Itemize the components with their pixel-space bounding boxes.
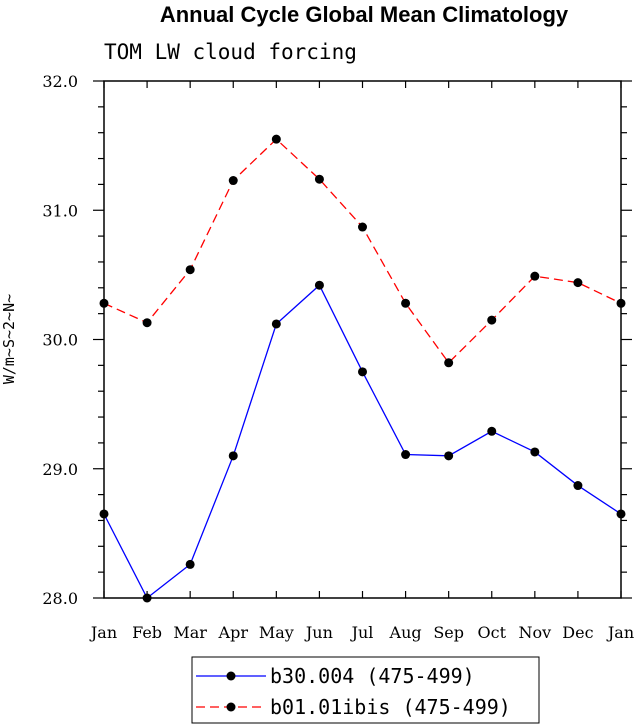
series-1-point xyxy=(314,174,324,184)
series-0-point xyxy=(99,509,109,519)
series-0-point xyxy=(185,559,195,569)
series-1-point xyxy=(185,265,195,275)
x-tick-label: Aug xyxy=(389,623,422,642)
series-0-point xyxy=(530,447,540,457)
x-tick-label: Jan xyxy=(89,623,117,642)
y-axis-label: W/m~S~2~N~ xyxy=(0,294,18,384)
series-0-point xyxy=(487,426,497,436)
x-tick-label: Apr xyxy=(218,623,249,642)
series-0-point xyxy=(314,280,324,290)
series-1-point xyxy=(142,318,152,328)
chart-title: Annual Cycle Global Mean Climatology xyxy=(160,2,569,27)
legend-marker-series-0 xyxy=(226,671,236,681)
y-tick-label: 31.0 xyxy=(42,201,78,220)
legend-box xyxy=(191,656,540,724)
y-tick-label: 28.0 xyxy=(42,589,78,608)
series-1-point xyxy=(358,222,367,232)
legend-marker-series-1 xyxy=(226,702,236,712)
x-tick-label: Feb xyxy=(132,623,162,642)
series-line-1 xyxy=(103,138,622,364)
series-1-point xyxy=(530,271,540,281)
series-0-point xyxy=(358,367,367,377)
y-tick-label: 32.0 xyxy=(42,72,78,91)
series-0-point xyxy=(616,509,626,519)
series-0-point xyxy=(228,451,238,461)
series-1-point xyxy=(444,358,454,368)
series-1-point xyxy=(228,176,238,186)
y-axis-ticks: 28.0 29.0 30.0 31.0 32.0 xyxy=(42,72,632,608)
x-tick-label: Oct xyxy=(477,623,506,642)
series-1-point xyxy=(99,298,109,308)
x-tick-label: Nov xyxy=(518,623,551,642)
series-0-point xyxy=(142,593,152,603)
series-0-point xyxy=(401,450,411,460)
x-tick-label: May xyxy=(259,623,294,642)
plot-frame xyxy=(103,80,622,599)
x-axis-ticks: Jan Feb Mar Apr May Jun Jul Aug Sep Oct Nov Dec Jan xyxy=(89,81,634,642)
legend: b30.004 (475-499) b01.01ibis (475-499) xyxy=(191,656,540,724)
legend-entry-series-0: b30.004 (475-499) xyxy=(270,664,475,688)
x-tick-label: Jun xyxy=(304,623,333,642)
series-1-point xyxy=(487,315,497,325)
series-1-point xyxy=(573,278,583,288)
series-0-point xyxy=(444,451,454,461)
series-1-point xyxy=(616,298,626,308)
series-line-0 xyxy=(103,284,622,599)
x-tick-label: Dec xyxy=(562,623,593,642)
legend-entry-series-1: b01.01ibis (475-499) xyxy=(270,695,511,719)
chart-subtitle: TOM LW cloud forcing xyxy=(104,40,357,64)
y-tick-label: 30.0 xyxy=(42,331,78,350)
series-layer xyxy=(99,134,626,603)
x-tick-label: Jan xyxy=(606,623,634,642)
y-tick-label: 29.0 xyxy=(42,460,78,479)
x-tick-label: Sep xyxy=(433,623,464,642)
series-1-point xyxy=(401,298,411,308)
series-1-point xyxy=(271,134,281,144)
series-0-point xyxy=(271,319,281,329)
x-tick-label: Jul xyxy=(350,623,374,642)
series-0-point xyxy=(573,481,583,491)
x-tick-label: Mar xyxy=(173,623,207,642)
